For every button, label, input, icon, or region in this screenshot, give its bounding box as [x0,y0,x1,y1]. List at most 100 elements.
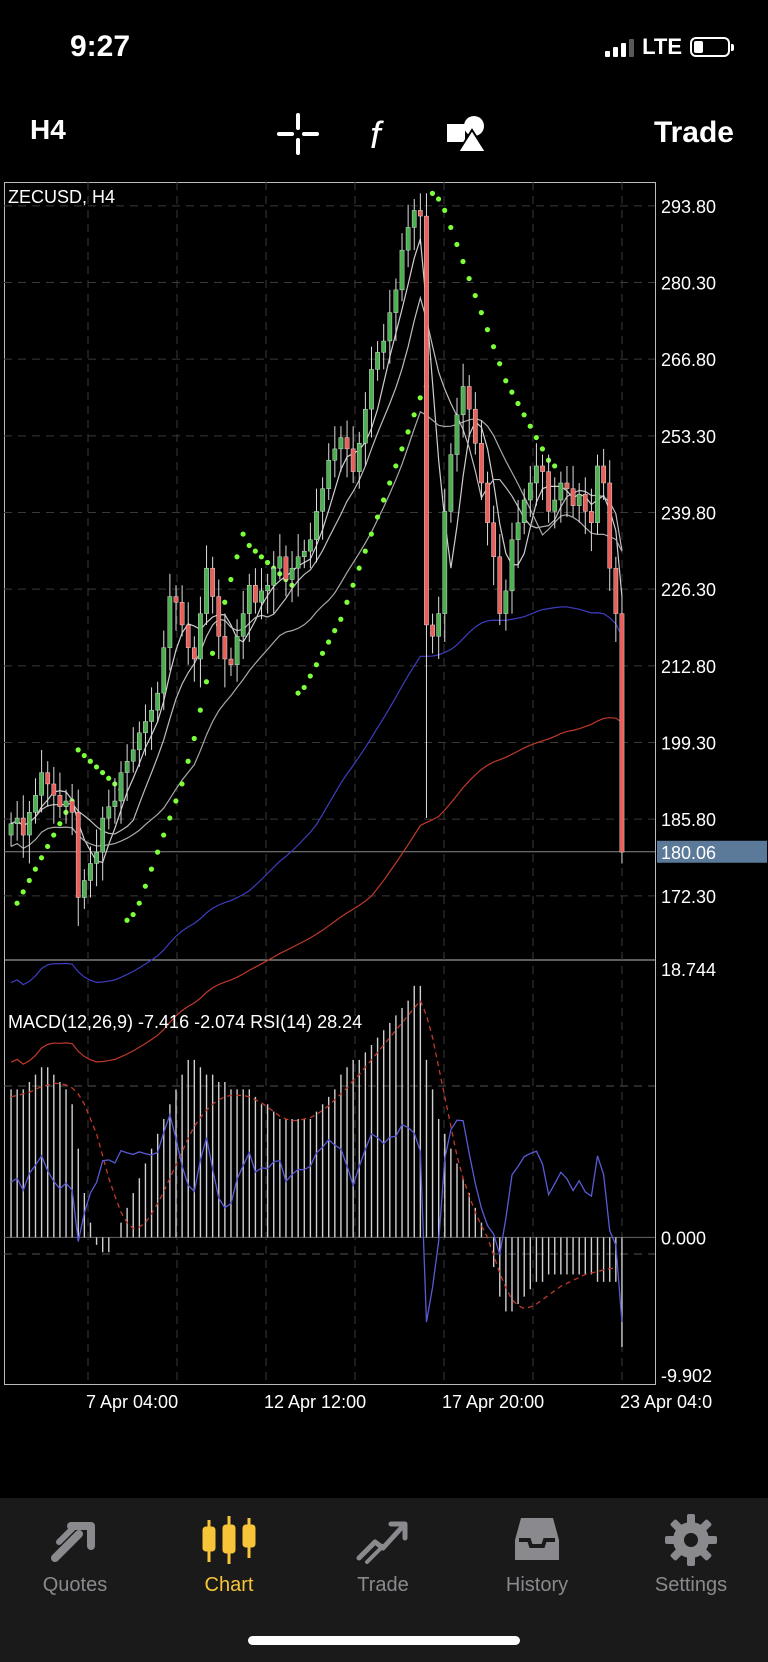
tab-history[interactable]: History [462,1512,612,1622]
network-type: LTE [642,34,682,59]
sar-dot [81,752,87,759]
price-chart[interactable]: 293.80 280.30 266.80 253.30 239.80 226.30 212.… [4,182,768,1468]
candle-body [534,465,539,484]
candle-body [88,863,93,881]
tab-quotes[interactable]: Quotes [0,1512,150,1622]
objects-icon[interactable] [444,112,488,156]
sar-dot [154,849,161,855]
candle-body [485,482,490,523]
sar-dot [411,412,417,418]
sar-dot [442,207,448,213]
sar-dot [161,832,167,838]
sar-dot [448,224,454,231]
candle-body [314,511,319,540]
sar-dot [32,866,38,872]
sar-dot [246,542,252,549]
candle-body [39,772,44,796]
candle-body [448,454,454,512]
timeframe-button[interactable]: H4 [30,114,66,145]
candle-body [381,340,387,353]
candle-body [271,567,277,586]
candle-body [82,880,87,898]
sar-dot [429,190,436,196]
candle-body [301,550,307,558]
candle-body [112,800,118,807]
candle-body [69,800,75,813]
sar-dot [124,917,130,923]
indicator-level-label: 18.744 [661,960,716,980]
sar-dot [466,275,472,282]
candle-body [228,658,234,665]
sar-dot [307,673,313,679]
battery-icon [690,37,734,57]
crosshair-icon[interactable] [276,112,320,156]
candle-body [8,823,14,836]
candle-body [564,482,570,489]
sar-dot [252,548,258,554]
tab-settings[interactable]: Settings [616,1512,766,1622]
trade-button[interactable]: Trade [653,116,734,149]
sar-dot [93,764,100,770]
candle-body [173,596,179,603]
tab-trade[interactable]: Trade [308,1512,458,1622]
sar-dot [240,531,246,537]
candle-body [20,817,26,836]
candle-body [399,249,405,291]
sar-dot [130,911,136,918]
time-label: 7 Apr 04:00 [86,1392,178,1412]
indicator-level-label: 0.000 [661,1228,706,1248]
price-level-label: 266.80 [661,350,716,370]
indicator-level-label: -9.902 [661,1366,712,1386]
candle-body [527,482,533,501]
candle-body [375,352,380,370]
status-bar: 9:27 LTE [0,0,768,100]
candle-body [149,709,154,722]
candle-body [106,806,112,819]
indicators-icon[interactable]: f [360,112,404,157]
sar-dot [503,378,509,384]
current-price-badge [657,840,767,863]
sar-dot [478,310,484,316]
candle-body [466,386,472,410]
price-level-label: 293.80 [661,197,716,217]
sar-dot [75,747,81,753]
sar-dot [87,758,93,764]
candle-body [479,443,484,484]
candle-body [295,556,301,569]
candle-body [454,414,460,455]
indicator-label: MACD(12,26,9) -7.416 -2.074 RSI(14) 28.2… [8,1012,362,1032]
price-level-label: 239.80 [661,504,716,524]
tab-chart[interactable]: Chart [154,1512,304,1622]
price-level-label: 253.30 [661,427,716,447]
candle-body [332,448,338,461]
chart-toolbar: H4 f Trade [0,100,768,180]
candle-body [161,647,167,694]
chart-frame [4,182,656,1385]
sar-dot [142,883,148,889]
candle-body [472,408,478,444]
candle-body [45,772,51,785]
candle-body [240,613,246,637]
macd-signal-line [10,999,616,1310]
candle-body [277,556,283,569]
candle-body [210,567,215,597]
candle-body [179,602,185,626]
sar-dot [484,327,491,333]
home-indicator [248,1636,520,1645]
candle-body [442,511,448,614]
current-price-label: 180.06 [661,843,716,863]
chart-canvas[interactable]: 293.80 280.30 266.80 253.30 239.80 226.30 212.… [4,182,768,1468]
sar-dot [552,463,558,469]
candle-body [143,721,148,734]
sar-dot [99,769,106,776]
candle-body [589,511,594,523]
sar-dot [136,900,142,906]
sar-dot [368,531,374,537]
candle-body [363,408,368,444]
candle-body [582,494,588,512]
candle-body [619,613,625,853]
candle-body [613,567,619,614]
candle-body [75,812,81,898]
price-level-label: 172.30 [661,887,716,907]
sar-dot [515,400,521,407]
